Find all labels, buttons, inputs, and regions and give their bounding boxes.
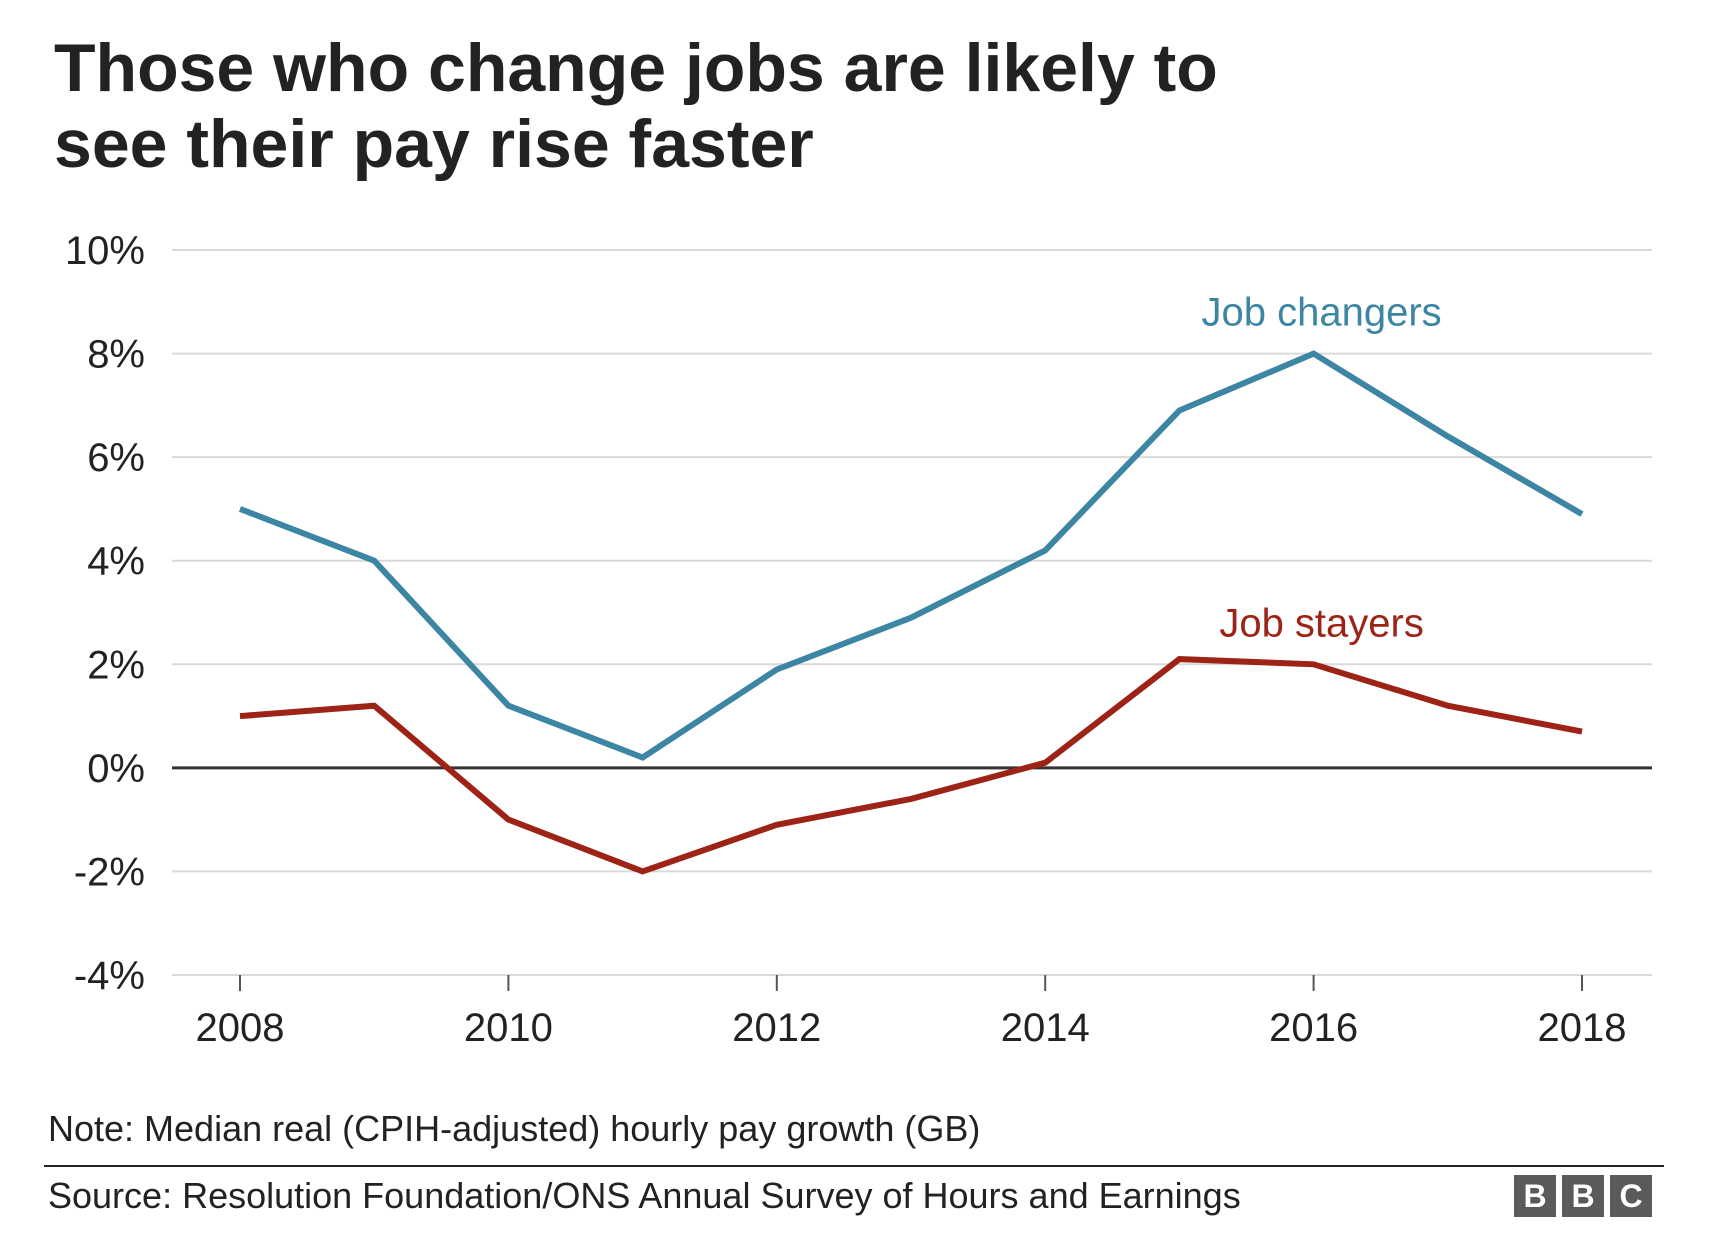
series-line-job-changers (238, 350, 1584, 761)
x-tick-label: 2010 (464, 1006, 553, 1050)
chart-title: Those who change jobs are likely to see … (54, 30, 1218, 182)
series-label-job-changers: Job changers (1202, 291, 1442, 335)
series-line-job-stayers (239, 656, 1583, 875)
gridlines (172, 249, 1652, 976)
y-axis: 10% 8% 6% 4% 2% 0% -2% -4% (65, 229, 145, 998)
chart-note: Note: Median real (CPIH-adjusted) hourly… (48, 1108, 981, 1149)
series-label-job-stayers: Job stayers (1219, 601, 1424, 645)
series-lines (238, 350, 1584, 875)
bbc-logo-letter: B (1514, 1175, 1556, 1217)
x-tick-label: 2018 (1538, 1006, 1627, 1050)
y-tick-label: 0% (87, 747, 145, 791)
x-axis: 2008 2010 2012 2014 2016 2018 (196, 975, 1627, 1050)
y-tick-label: 8% (87, 333, 145, 377)
y-tick-label: 4% (87, 540, 145, 584)
bbc-logo: B B C (1514, 1175, 1652, 1217)
x-tick-label: 2012 (732, 1006, 821, 1050)
footer-divider (44, 1165, 1664, 1167)
y-tick-label: -2% (74, 850, 145, 894)
bbc-logo-letter: C (1610, 1175, 1652, 1217)
y-tick-label: -4% (74, 954, 145, 998)
x-tick-label: 2014 (1001, 1006, 1090, 1050)
y-tick-label: 6% (87, 436, 145, 480)
bbc-logo-letter: B (1562, 1175, 1604, 1217)
y-tick-label: 2% (87, 643, 145, 687)
x-tick-label: 2016 (1269, 1006, 1358, 1050)
series-labels: Job changers Job stayers (1202, 291, 1442, 646)
x-tick-label: 2008 (196, 1006, 285, 1050)
chart-source: Source: Resolution Foundation/ONS Annual… (48, 1175, 1241, 1216)
y-tick-label: 10% (65, 229, 145, 273)
